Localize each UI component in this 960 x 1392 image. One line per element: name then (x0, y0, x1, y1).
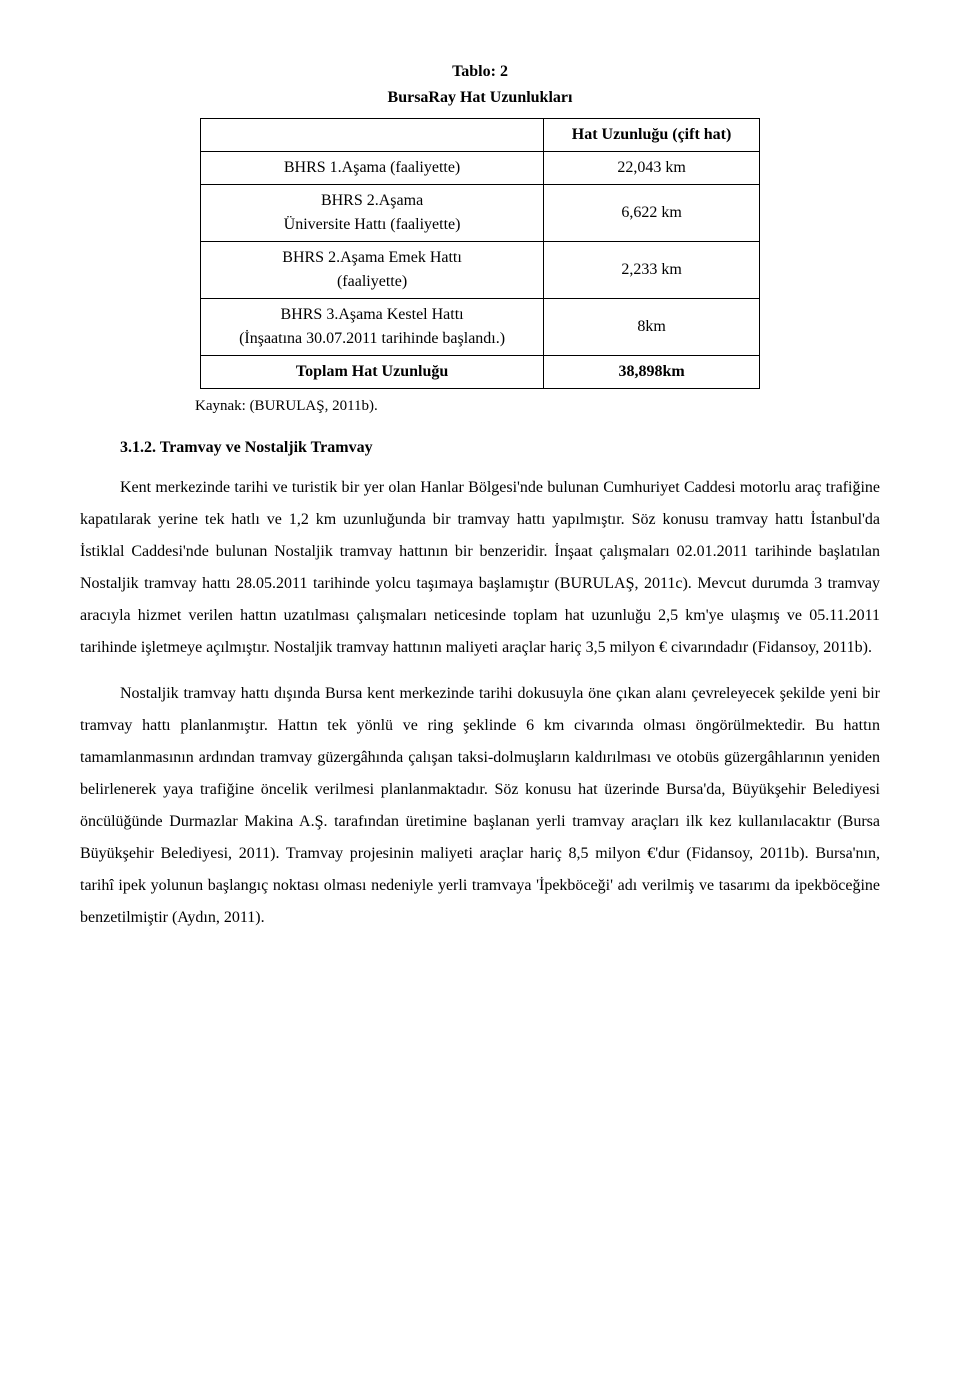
table-title-line1: Tablo: 2 (80, 60, 880, 84)
table-total-row: Toplam Hat Uzunluğu 38,898km (201, 356, 760, 389)
table-row: BHRS 3.Aşama Kestel Hattı (İnşaatına 30.… (201, 299, 760, 356)
row-label: BHRS 2.Aşama Üniversite Hattı (faaliyett… (201, 185, 544, 242)
row-value: 2,233 km (544, 242, 760, 299)
total-value: 38,898km (544, 356, 760, 389)
paragraph-2: Nostaljik tramvay hattı dışında Bursa ke… (80, 678, 880, 934)
row-label-line: BHRS 3.Aşama Kestel Hattı (211, 303, 533, 327)
row-label-line: BHRS 2.Aşama (211, 189, 533, 213)
row-label: BHRS 3.Aşama Kestel Hattı (İnşaatına 30.… (201, 299, 544, 356)
row-label-line: (İnşaatına 30.07.2011 tarihinde başlandı… (211, 327, 533, 351)
row-label-line: (faaliyette) (211, 270, 533, 294)
table-title-line2: BursaRay Hat Uzunlukları (80, 86, 880, 110)
lengths-table: Hat Uzunluğu (çift hat) BHRS 1.Aşama (fa… (200, 118, 760, 389)
table-source: Kaynak: (BURULAŞ, 2011b). (195, 395, 880, 418)
table-header-row: Hat Uzunluğu (çift hat) (201, 119, 760, 152)
row-label-line: BHRS 2.Aşama Emek Hattı (211, 246, 533, 270)
header-empty (201, 119, 544, 152)
row-value: 8km (544, 299, 760, 356)
row-label-line: Üniversite Hattı (faaliyette) (211, 213, 533, 237)
table-row: BHRS 1.Aşama (faaliyette) 22,043 km (201, 152, 760, 185)
table-row: BHRS 2.Aşama Üniversite Hattı (faaliyett… (201, 185, 760, 242)
paragraph-1: Kent merkezinde tarihi ve turistik bir y… (80, 472, 880, 664)
table-row: BHRS 2.Aşama Emek Hattı (faaliyette) 2,2… (201, 242, 760, 299)
total-label: Toplam Hat Uzunluğu (201, 356, 544, 389)
row-label: BHRS 2.Aşama Emek Hattı (faaliyette) (201, 242, 544, 299)
section-heading: 3.1.2. Tramvay ve Nostaljik Tramvay (120, 436, 880, 460)
row-value: 22,043 km (544, 152, 760, 185)
row-label: BHRS 1.Aşama (faaliyette) (201, 152, 544, 185)
header-right: Hat Uzunluğu (çift hat) (544, 119, 760, 152)
row-value: 6,622 km (544, 185, 760, 242)
